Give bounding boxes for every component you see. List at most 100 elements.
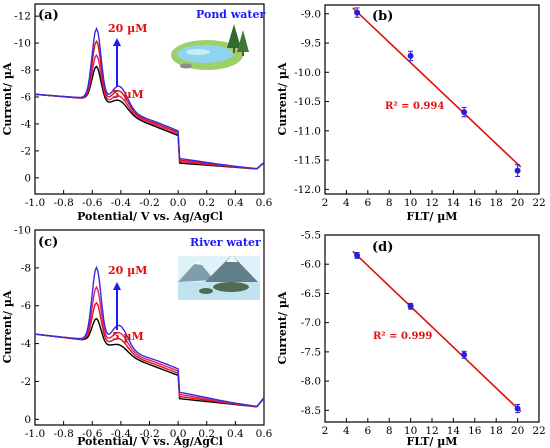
x-tick-label: 0.4 xyxy=(227,428,244,440)
x-tick-label: 0.0 xyxy=(170,428,187,440)
data-point xyxy=(461,106,468,118)
marker xyxy=(407,303,414,310)
data-point xyxy=(514,164,521,177)
panel-label-a: (a) xyxy=(38,8,59,23)
x-tick-label: 10 xyxy=(404,425,417,437)
xlabel-d: FLT/ µM xyxy=(407,435,458,448)
voltammogram-curve xyxy=(34,26,265,170)
marker xyxy=(354,252,361,259)
voltammogram-curve xyxy=(34,285,265,408)
fit-line xyxy=(352,7,522,168)
x-tick-label: -0.6 xyxy=(82,428,103,440)
pond-illustration-icon xyxy=(171,24,249,70)
y-tick-label: 0 xyxy=(24,172,31,184)
y-tick-label: -5.5 xyxy=(301,230,321,242)
ylabel-b: Current/ µA xyxy=(276,62,289,135)
x-tick-label: 14 xyxy=(447,425,461,437)
ticks-c: -1.0 -0.8 -0.6 -0.4 -0.2 0.0 0.2 0.4 0.6 0 -2 -4 -6 -… xyxy=(14,225,273,441)
marker xyxy=(461,351,468,358)
curves-c xyxy=(34,265,265,408)
data-point xyxy=(354,7,361,18)
y-tick-label: -11.0 xyxy=(294,125,321,137)
river-landscape-icon xyxy=(178,255,260,300)
marker xyxy=(407,52,414,59)
x-tick-label: 16 xyxy=(468,197,482,209)
y-tick-label: -4 xyxy=(21,118,32,130)
x-tick-label: 12 xyxy=(425,425,438,437)
data-point xyxy=(354,252,361,259)
x-tick-label: 8 xyxy=(386,425,393,437)
x-tick-label: -0.8 xyxy=(54,197,74,209)
y-tick-label: -12 xyxy=(14,11,31,23)
x-tick-label: 0.6 xyxy=(256,428,273,440)
y-tick-label: -6.0 xyxy=(301,259,321,271)
y-tick-label: -8.5 xyxy=(301,405,321,417)
y-tick-label: -10 xyxy=(14,225,31,237)
y-tick-label: -12.0 xyxy=(294,184,321,196)
data-point xyxy=(461,350,468,359)
panel-label-b: (b) xyxy=(372,9,393,24)
r2-label-b: R² = 0.994 xyxy=(385,101,444,112)
y-tick-label: -11.5 xyxy=(294,155,321,167)
x-tick-label: -1.0 xyxy=(25,428,45,440)
x-tick-label: 0.4 xyxy=(227,197,244,209)
marker xyxy=(514,167,521,174)
y-tick-label: -10.0 xyxy=(294,67,321,79)
x-tick-label: 0.0 xyxy=(170,197,187,209)
panel-b: 2 4 6 8 10 12 14 16 18 20 22 -9.0 -9.5 -10.0 -10.5 -11.… xyxy=(276,4,546,223)
x-tick-label: 10 xyxy=(404,197,417,209)
y-tick-label: -7.5 xyxy=(301,346,321,358)
x-tick-label: 0.2 xyxy=(198,428,215,440)
y-tick-label: -9.5 xyxy=(301,38,321,50)
y-tick-label: -4 xyxy=(21,338,32,350)
x-tick-label: 12 xyxy=(425,197,438,209)
inset-title-pond: Pond water xyxy=(196,8,266,21)
y-tick-label: -8.0 xyxy=(301,376,321,388)
y-tick-label: -10 xyxy=(14,38,31,50)
ylabel-d: Current/ µA xyxy=(276,291,289,364)
x-tick-label: 14 xyxy=(447,197,461,209)
x-tick-label: 6 xyxy=(364,425,371,437)
voltammogram-curve xyxy=(34,265,265,408)
x-tick-label: 4 xyxy=(343,425,350,437)
voltammogram-curve xyxy=(34,301,265,408)
xlabel-c: Potential/ V vs. Ag/AgCl xyxy=(77,435,223,448)
y-tick-label: -6.5 xyxy=(301,288,321,300)
fit-line xyxy=(352,250,522,413)
points-b xyxy=(354,7,521,177)
y-tick-label: -9.0 xyxy=(301,8,321,20)
marker xyxy=(354,9,361,16)
panel-c: -1.0 -0.8 -0.6 -0.4 -0.2 0.0 0.2 0.4 0.6 0 -2 -4 -6 -… xyxy=(1,225,273,448)
y-tick-label: -7.0 xyxy=(301,317,321,329)
xlabel-a: Potential/ V vs. Ag/AgCl xyxy=(77,210,223,223)
data-point xyxy=(407,50,414,62)
x-tick-label: 4 xyxy=(343,197,350,209)
fit-b xyxy=(352,7,522,168)
y-tick-label: -6 xyxy=(21,91,32,103)
y-tick-label: -2 xyxy=(21,376,31,388)
inset-title-river: River water xyxy=(190,236,261,249)
x-tick-label: -0.4 xyxy=(111,428,132,440)
marker xyxy=(461,109,468,116)
y-tick-label: -6 xyxy=(21,300,32,312)
voltammogram-curve xyxy=(34,53,265,170)
panel-d: 2 4 6 8 10 12 14 16 18 20 22 -5.5 -6.0 -6.5 -7.0 -7.5 -8… xyxy=(276,230,546,448)
conc-high-a: 20 µM xyxy=(108,22,147,35)
x-tick-label: 0.2 xyxy=(198,197,215,209)
x-tick-label: -1.0 xyxy=(25,197,45,209)
y-tick-label: 0 xyxy=(24,414,31,426)
x-tick-label: 20 xyxy=(511,425,524,437)
ticks-b: 2 4 6 8 10 12 14 16 18 20 22 -9.0 -9.5 -10.0 -10.5 -11.… xyxy=(294,8,546,209)
voltammogram-curve xyxy=(34,65,265,170)
panel-label-d: (d) xyxy=(372,240,393,255)
x-tick-label: 16 xyxy=(468,425,482,437)
y-tick-label: -8 xyxy=(21,65,31,77)
xlabel-b: FLT/ µM xyxy=(407,210,458,223)
x-tick-label: 2 xyxy=(322,425,329,437)
fit-d xyxy=(352,250,522,413)
x-tick-label: -0.8 xyxy=(54,428,74,440)
plot-frame-b xyxy=(324,4,540,195)
conc-low-a: 5 µM xyxy=(112,88,144,101)
ticks-d: 2 4 6 8 10 12 14 16 18 20 22 -5.5 -6.0 -6.5 -7.0 -7.5 -8… xyxy=(301,230,546,438)
